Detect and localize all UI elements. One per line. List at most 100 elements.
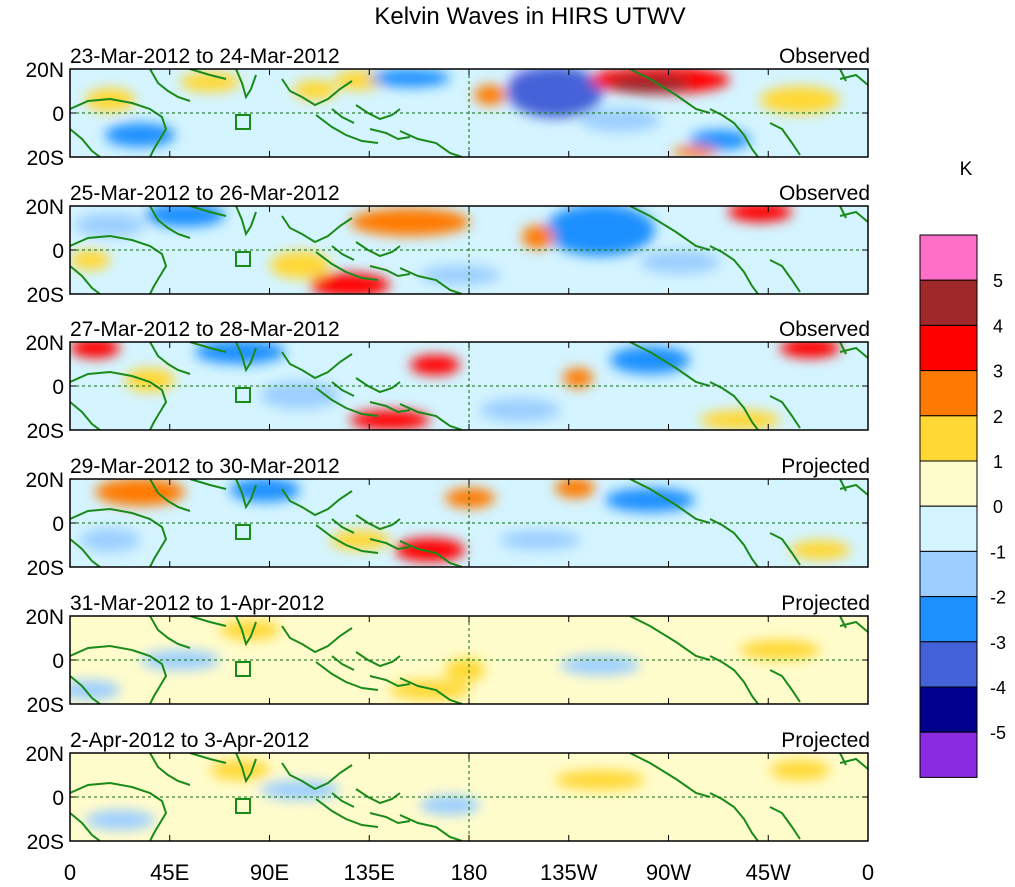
coastline (369, 401, 411, 414)
colorbar-label: -5 (990, 723, 1006, 743)
lat-label: 20N (25, 743, 64, 766)
map-panel: 20N 0 20S 25-Mar-2012 to 26-Mar-2012 Observe… (25, 182, 870, 307)
anomaly-blob (545, 206, 655, 256)
lat-label: 20S (27, 420, 64, 443)
coastlines (70, 206, 868, 294)
anomaly-blob (220, 620, 280, 640)
coastline (709, 792, 759, 841)
lat-label: 0 (52, 513, 64, 536)
anomaly-blob (445, 658, 485, 682)
anomaly-blob (673, 146, 717, 157)
coastline (149, 69, 191, 102)
coastline (709, 518, 759, 567)
anomaly-blob (293, 80, 337, 100)
coastline (281, 351, 353, 380)
coastline (315, 798, 379, 828)
anomaly-blob (610, 74, 690, 94)
lat-label: 20N (25, 469, 64, 492)
lat-label: 0 (52, 240, 64, 263)
coastline (315, 661, 379, 691)
coastline (331, 518, 355, 534)
panel-date: 25-Mar-2012 to 26-Mar-2012 (70, 182, 340, 205)
coastline (399, 677, 463, 704)
anomaly-field (70, 616, 868, 704)
anomaly-blob (700, 410, 780, 430)
lon-label: 0 (64, 860, 76, 885)
coastline (70, 401, 101, 430)
coastline (839, 69, 847, 82)
lat-label: 20S (27, 831, 64, 854)
colorbar-bin (919, 731, 978, 778)
map-panel: 20N 0 20S 27-Mar-2012 to 28-Mar-2012 Observe… (25, 318, 870, 443)
colorbar-bin (919, 686, 978, 733)
coastline (839, 479, 847, 492)
lat-label: 20N (25, 332, 64, 355)
region-box (235, 387, 251, 403)
anomaly-blob (560, 655, 640, 675)
map-panels: 20N 0 20S 23-Mar-2012 to 24-Mar-2012 Observe… (25, 45, 870, 854)
anomaly-blob (445, 488, 495, 508)
coastline (70, 812, 101, 841)
coastline (235, 753, 257, 784)
coastline (70, 128, 101, 157)
anomaly-blob (610, 346, 690, 374)
panel-status: Observed (779, 182, 870, 205)
anomaly-blob (80, 528, 140, 552)
coastlines (70, 616, 868, 704)
coastline (769, 122, 801, 156)
coastline (70, 675, 101, 704)
lon-label: 135W (540, 860, 598, 885)
anomaly-blob (70, 342, 120, 358)
coastline (235, 342, 257, 373)
colorbar-bin (919, 596, 978, 643)
coastline (281, 78, 353, 107)
anomaly-blob (760, 86, 840, 114)
anomaly-blob (580, 108, 660, 132)
coastline (331, 655, 355, 671)
colorbar-bin (919, 550, 978, 598)
colorbar-bin (919, 460, 978, 507)
coastline (629, 206, 711, 251)
anomaly-blob (210, 760, 270, 780)
anomaly-blob (728, 206, 792, 222)
coastline (369, 812, 411, 825)
colorbar-bins (919, 234, 978, 778)
anomaly-blob (260, 381, 340, 409)
anomaly-blob (790, 540, 850, 560)
coastline (149, 753, 191, 786)
coastlines (70, 479, 868, 567)
coastline (315, 114, 379, 144)
coastline (769, 395, 801, 429)
anomaly-field (70, 69, 868, 157)
lon-label: 90E (250, 860, 289, 885)
anomaly-blob (370, 69, 450, 87)
anomaly-field (70, 753, 868, 841)
panel-status: Projected (781, 592, 870, 615)
anomaly-blob (395, 538, 465, 562)
map-panel: 20N 0 20S 29-Mar-2012 to 30-Mar-2012 Project… (25, 455, 870, 580)
colorbar-label: 3 (993, 362, 1003, 382)
colorbar-bin (919, 370, 978, 417)
lat-label: 20N (25, 196, 64, 219)
colorbar-bin (919, 641, 978, 688)
coastline (189, 753, 227, 764)
anomaly-blob (390, 680, 470, 700)
anomaly-blob (410, 355, 460, 375)
panel-status: Projected (781, 729, 870, 752)
coastline (399, 267, 463, 294)
colorbar-bin (919, 415, 978, 462)
region-box (235, 798, 251, 814)
colorbar-bin (919, 505, 978, 552)
coastline (281, 625, 353, 654)
anomaly-blob (420, 265, 500, 285)
anomaly-blob (260, 780, 340, 800)
lat-label: 20S (27, 557, 64, 580)
anomaly-blob (70, 250, 110, 270)
anomaly-blob (125, 368, 175, 392)
coastline (369, 675, 411, 688)
anomaly-blob (474, 85, 506, 105)
coastline (331, 381, 355, 397)
coastline (629, 342, 711, 387)
lat-label: 20S (27, 694, 64, 717)
